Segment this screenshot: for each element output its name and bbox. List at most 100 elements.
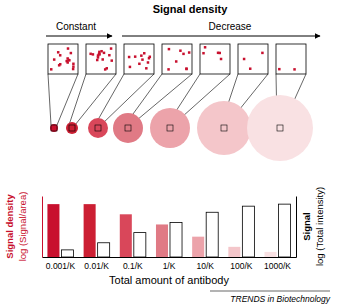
zoom-square — [238, 44, 268, 74]
dot — [219, 52, 222, 55]
dot — [50, 68, 53, 71]
zoom-square — [276, 44, 306, 74]
axis-line — [42, 197, 43, 258]
zoom-marker — [95, 125, 101, 131]
zoom-square — [48, 44, 78, 74]
dot — [89, 53, 92, 56]
connector — [57, 74, 78, 125]
tick-label: 10/K — [196, 261, 214, 271]
tick-label: 1000/K — [264, 261, 291, 271]
density-panel — [48, 44, 78, 132]
y2-axis — [296, 197, 297, 258]
zoom-marker — [277, 125, 283, 131]
bar — [134, 233, 146, 257]
dot — [220, 58, 223, 61]
zoom-marker — [69, 125, 75, 131]
density-panel — [247, 44, 313, 161]
tick: 0.01/K — [84, 257, 109, 271]
density-panel — [66, 44, 116, 134]
tick: 10/K — [196, 257, 214, 271]
spot — [50, 124, 58, 132]
tick: 1/K — [163, 257, 176, 271]
tick: 100/K — [230, 257, 253, 271]
connector — [69, 74, 86, 125]
x-axis-title: Total amount of antibody — [109, 274, 229, 286]
bar — [98, 243, 110, 257]
dot — [261, 52, 264, 55]
source-rule — [210, 291, 330, 292]
dot — [65, 60, 68, 63]
dot — [145, 67, 148, 70]
zoom-square — [162, 44, 192, 74]
bar — [170, 222, 182, 257]
bar — [61, 250, 73, 257]
dot — [70, 52, 73, 55]
bar — [228, 247, 240, 257]
zoom-square — [86, 44, 116, 74]
dot — [128, 56, 130, 59]
spot — [197, 101, 251, 155]
bar — [84, 204, 96, 257]
zoom-marker — [221, 125, 227, 131]
dot — [167, 68, 170, 71]
dot — [204, 46, 207, 49]
dot — [110, 59, 113, 62]
title: Signal density — [153, 3, 228, 15]
tick-label: 0.001/K — [46, 261, 76, 271]
axis-title: Signal — [301, 212, 312, 241]
bar — [192, 237, 204, 257]
dot — [59, 63, 62, 66]
dot — [98, 53, 101, 56]
bar — [156, 224, 168, 257]
zoom-marker — [167, 125, 173, 131]
zoom-square — [124, 44, 154, 74]
dot — [149, 56, 152, 59]
bar — [279, 204, 291, 257]
tick: 1000/K — [264, 257, 291, 271]
dot — [110, 47, 113, 50]
dot — [179, 49, 182, 52]
dot — [185, 67, 188, 70]
dot — [103, 52, 106, 55]
spot — [113, 113, 143, 143]
figure: Signal densityConstantDecrease0.001/K0.0… — [0, 0, 337, 307]
tick-label: 0.01/K — [84, 261, 109, 271]
dot — [101, 58, 104, 61]
dot — [96, 59, 99, 62]
dot — [182, 53, 185, 56]
connector — [75, 74, 116, 125]
spot — [88, 118, 108, 138]
dot — [98, 51, 101, 54]
connector — [48, 74, 51, 125]
dot — [175, 60, 178, 63]
zoom-square — [200, 44, 230, 74]
dot — [143, 52, 146, 55]
dot — [129, 66, 132, 69]
tick: 0.001/K — [46, 257, 76, 271]
dot — [138, 63, 141, 66]
spot — [247, 95, 313, 161]
dot — [67, 47, 70, 50]
dot — [108, 54, 111, 57]
bracket-line — [122, 36, 320, 37]
axis-title: Signal density — [4, 194, 15, 259]
dot — [140, 54, 143, 57]
dot — [147, 61, 150, 64]
dot — [72, 65, 75, 68]
source: TRENDS in Biotechnology — [230, 294, 330, 304]
spot — [66, 122, 78, 134]
dot — [66, 57, 69, 60]
dot — [202, 52, 205, 55]
dot — [134, 55, 137, 58]
y-axis — [42, 197, 43, 258]
dot — [97, 56, 100, 59]
dot — [141, 58, 144, 61]
bar — [47, 204, 59, 257]
dot — [98, 53, 101, 56]
dot — [100, 50, 103, 53]
axis-title: log (Signal/area) — [17, 192, 28, 262]
dot — [243, 58, 246, 61]
dot — [92, 53, 95, 56]
bar — [120, 214, 132, 257]
zoom-marker — [51, 125, 57, 131]
